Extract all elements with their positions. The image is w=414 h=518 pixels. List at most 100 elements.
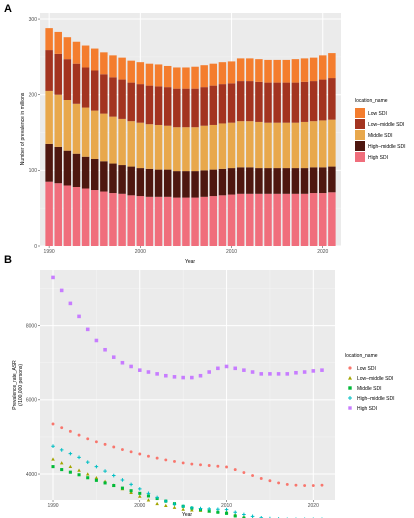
chart-a-bar-segment [100,191,108,246]
chart-a-bar-segment [246,193,254,246]
chart-b-point [311,369,316,373]
chart-b-point [111,355,116,359]
chart-b-point [190,508,194,512]
chart-b-point [348,386,352,390]
chart-a-bar-segment [328,192,336,246]
chart-b-point [86,476,90,480]
chart-a-bar-segment [127,121,135,167]
chart-b-point [285,372,290,376]
chart-a-bar-segment [282,82,291,123]
chart-a-bar-segment [264,193,272,246]
chart-b-y-axis-label-line-2: (/100,000 persons) [18,364,24,406]
chart-a-bar-segment [90,159,99,191]
chart-a-bars [45,28,336,246]
chart-b-point [277,481,281,485]
chart-a-bar-segment [145,168,154,197]
chart-b-point [68,301,73,306]
chart-a-bar-segment [209,196,218,246]
chart-b-point [242,512,246,517]
chart-b-point [348,406,352,410]
chart-b-point [207,509,211,513]
chart-b-point [190,505,194,510]
chart-b-point [216,507,220,512]
chart-b-point [216,366,220,371]
chart-a-bar-segment [72,186,81,246]
chart-a-bar-segment [154,169,163,197]
chart-a-bar-segment [145,63,154,86]
chart-a-bar-segment [63,185,72,246]
chart-b-point [190,462,194,466]
chart-a-x-tick-label: 1990 [44,249,55,255]
chart-b-point [294,370,298,375]
chart-b-point [138,491,142,495]
chart-b-point [59,288,64,293]
chart-a-bar-segment [300,121,309,169]
chart-b-legend-label: Middle SDI [357,386,381,392]
chart-b-point [242,471,246,474]
chart-a-bar-segment [154,64,163,87]
chart-a-bar-segment [182,88,190,128]
chart-a-bar-segment [300,168,309,194]
chart-b-point [138,452,142,456]
chart-a-bar-segment [45,50,53,91]
chart-b-x-tick-label: 2000 [134,503,145,509]
chart-b-point [155,495,159,500]
chart-a-bar-segment [191,197,199,246]
chart-b-point [112,484,116,488]
chart-b-point [68,451,73,456]
chart-b-point [77,433,81,437]
chart-a-bar-segment [227,83,236,123]
chart-a-bar-segment [118,193,126,246]
chart-a-bar-segment [319,193,327,246]
chart-b-point [233,510,238,515]
chart-a-bar-segment [227,194,236,246]
chart-a-bar-segment [127,60,135,83]
chart-a-bar-segment [328,78,336,120]
chart-a-bar-segment [191,88,199,128]
chart-b-point [77,455,81,460]
chart-b-point [111,473,116,478]
chart-a-legend-swatch [355,130,365,140]
chart-b-point [225,465,228,469]
chart-b-point [224,364,229,369]
chart-b-y-axis-label-line-1: Prevalence_rate_ASR [12,360,18,410]
chart-b-point [120,478,125,482]
chart-b-point [146,498,151,502]
chart-b-point [112,445,116,449]
chart-b-point [94,464,99,469]
chart-a-bar-segment [90,48,99,71]
chart-a-bar-segment [45,143,53,182]
chart-b-point [94,338,99,343]
chart-b-point [259,372,264,376]
chart-b-point [268,479,272,483]
chart-b-point [137,368,142,372]
chart-a-bar-segment [81,188,90,246]
chart-a-bar-segment [218,62,227,85]
chart-b-y-tick-label: 6000 [26,398,37,404]
chart-a-bar-segment [273,59,281,83]
chart-a-bar-segment [255,168,263,194]
chart-a-bar-segment [209,124,218,170]
chart-b-point [251,474,255,477]
chart-b-point [198,373,203,378]
chart-a-bar-segment [145,85,154,125]
chart-a-bar-segment [136,196,145,246]
chart-a-bar-segment [200,65,208,88]
chart-a-bar-segment [136,122,145,169]
chart-a-bar-segment [309,193,318,246]
chart-b-point [259,477,263,480]
chart-a-bar-segment [136,168,145,197]
chart-b-point [302,370,307,374]
chart-a-legend-title: location_name [355,98,388,104]
chart-a-bar-segment [182,127,190,172]
chart-a-bar-segment [191,171,199,198]
chart-a-bar-segment [273,82,281,123]
chart-b-point [164,373,168,378]
chart-b-point [207,464,211,467]
chart-a-bar-segment [63,150,72,186]
chart-b-point [164,499,168,503]
chart-a-bar-segment [154,86,163,125]
chart-a-bar-segment [54,183,62,246]
chart-a-bar-segment [319,167,327,194]
